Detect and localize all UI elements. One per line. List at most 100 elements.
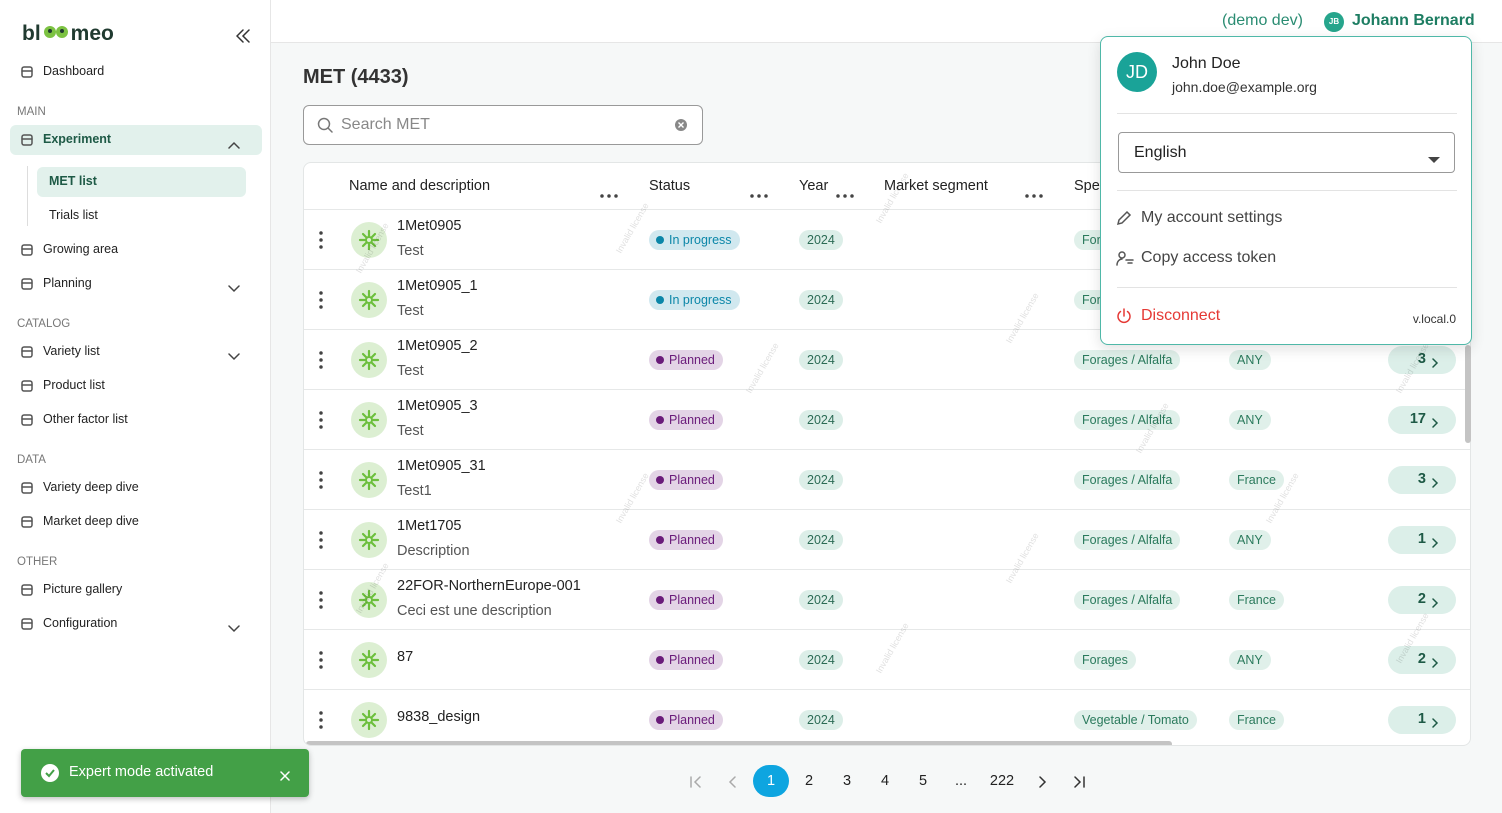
count-button[interactable]: 3 (1388, 346, 1456, 374)
row-menu[interactable] (319, 471, 323, 494)
nav-item[interactable]: Market deep dive (43, 514, 139, 528)
page-button[interactable]: 4 (880, 773, 890, 789)
row-menu[interactable] (319, 651, 323, 674)
page-button[interactable]: 2 (804, 773, 814, 789)
search-icon (317, 117, 333, 138)
nav-icon (21, 583, 33, 601)
row-name[interactable]: 1Met0905 (397, 218, 462, 234)
row-menu[interactable] (319, 411, 323, 434)
table: Name and description Status Year Market seg… (303, 162, 1471, 746)
column-menu[interactable] (600, 185, 618, 203)
search-box[interactable]: Search MET (303, 105, 703, 145)
page-prev[interactable] (727, 775, 739, 793)
row-menu[interactable] (319, 711, 323, 734)
column-header[interactable]: Spe (1074, 178, 1100, 194)
column-header[interactable]: Status (649, 178, 691, 194)
count-chevron (1432, 595, 1439, 613)
row-name[interactable]: 1Met0905_2 (397, 338, 478, 354)
count-button[interactable]: 1 (1388, 526, 1456, 554)
row-menu[interactable] (319, 531, 323, 554)
row-description: Test (397, 423, 424, 439)
pill: Planned (649, 530, 723, 550)
row-description: Test (397, 363, 424, 379)
pill: In progress (649, 290, 740, 310)
page-button[interactable]: 222 (989, 773, 1015, 789)
nav-item[interactable]: Configuration (43, 616, 118, 630)
select-caret (1428, 150, 1440, 168)
page-button[interactable]: 3 (842, 773, 852, 789)
pill: 2024 (799, 590, 843, 610)
row-name[interactable]: 1Met0905_3 (397, 398, 478, 414)
language-select[interactable]: English (1118, 132, 1455, 173)
column-header[interactable]: Name and description (349, 178, 491, 194)
pill: Forages / Alfalfa (1074, 590, 1181, 610)
user-menu: JD John Doe john.doe@example.org English My … (1100, 36, 1472, 345)
column-header[interactable]: Market segment (884, 178, 988, 194)
collapse-button[interactable] (235, 29, 250, 48)
nav-item[interactable]: Picture gallery (43, 582, 123, 596)
count-value: 17 (1409, 411, 1426, 427)
count-value: 1 (1417, 711, 1426, 727)
column-header[interactable]: Year (799, 178, 829, 194)
status-dot (656, 236, 664, 244)
nav-icon (21, 65, 33, 83)
page-button[interactable]: 5 (918, 773, 928, 789)
clear-icon[interactable] (674, 118, 688, 137)
toast-close[interactable] (280, 768, 290, 786)
row-name[interactable]: 1Met1705 (397, 518, 462, 534)
row-name[interactable]: 22FOR-NorthernEurope-001 (397, 578, 581, 594)
count-button[interactable]: 2 (1388, 646, 1456, 674)
pill: 2024 (799, 230, 843, 250)
page-title: MET (4433) (303, 66, 409, 88)
count-button[interactable]: 17 (1388, 406, 1456, 434)
page-button[interactable]: ... (954, 773, 968, 789)
pill: ANY (1229, 350, 1271, 370)
count-button[interactable]: 1 (1388, 706, 1456, 734)
row-avatar (351, 222, 387, 263)
row-name[interactable]: 9838_design (397, 709, 481, 725)
row-menu[interactable] (319, 291, 323, 314)
nav-chevron (228, 136, 240, 154)
user-name[interactable]: Johann Bernard (1352, 12, 1475, 29)
nav-icon (21, 345, 33, 363)
menu-item[interactable]: Copy access token (1141, 249, 1277, 266)
nav-item[interactable]: Dashboard (43, 64, 105, 78)
row-menu[interactable] (319, 231, 323, 254)
row-name[interactable]: 1Met0905_1 (397, 278, 478, 294)
page-first[interactable] (689, 775, 701, 793)
menu-item[interactable]: My account settings (1141, 209, 1283, 226)
user-avatar[interactable]: JB (1324, 12, 1344, 32)
disconnect[interactable]: Disconnect (1141, 307, 1221, 324)
toast-icon (41, 764, 59, 787)
page-button[interactable]: 1 (753, 765, 789, 797)
row-name[interactable]: 1Met0905_31 (397, 458, 486, 474)
nav-item[interactable]: Other factor list (43, 412, 128, 426)
column-menu[interactable] (1025, 185, 1043, 203)
nav-item[interactable]: Trials list (49, 208, 98, 222)
count-value: 1 (1417, 531, 1426, 547)
status-dot (656, 656, 664, 664)
count-button[interactable]: 3 (1388, 466, 1456, 494)
row-menu[interactable] (319, 351, 323, 374)
status-dot (656, 476, 664, 484)
count-button[interactable]: 2 (1388, 586, 1456, 614)
row-menu[interactable] (319, 591, 323, 614)
page-last[interactable] (1074, 775, 1086, 793)
nav-icon (21, 277, 33, 295)
page-next[interactable] (1036, 775, 1048, 793)
pill: Forages / Alfalfa (1074, 410, 1181, 430)
column-menu[interactable] (750, 185, 768, 203)
column-menu[interactable] (836, 185, 854, 203)
row-name[interactable]: 87 (397, 649, 414, 665)
pill: Planned (649, 470, 723, 490)
nav-item[interactable]: Experiment (43, 132, 112, 146)
nav-item[interactable]: Planning (43, 276, 92, 290)
nav-item[interactable]: MET list (49, 174, 97, 188)
pill: France (1229, 470, 1284, 490)
nav-item[interactable]: Variety deep dive (43, 480, 139, 494)
pill: 2024 (799, 470, 843, 490)
nav-item[interactable]: Growing area (43, 242, 119, 256)
nav-item[interactable]: Variety list (43, 344, 100, 358)
nav-item[interactable]: Product list (43, 378, 105, 392)
pill: 2024 (799, 650, 843, 670)
